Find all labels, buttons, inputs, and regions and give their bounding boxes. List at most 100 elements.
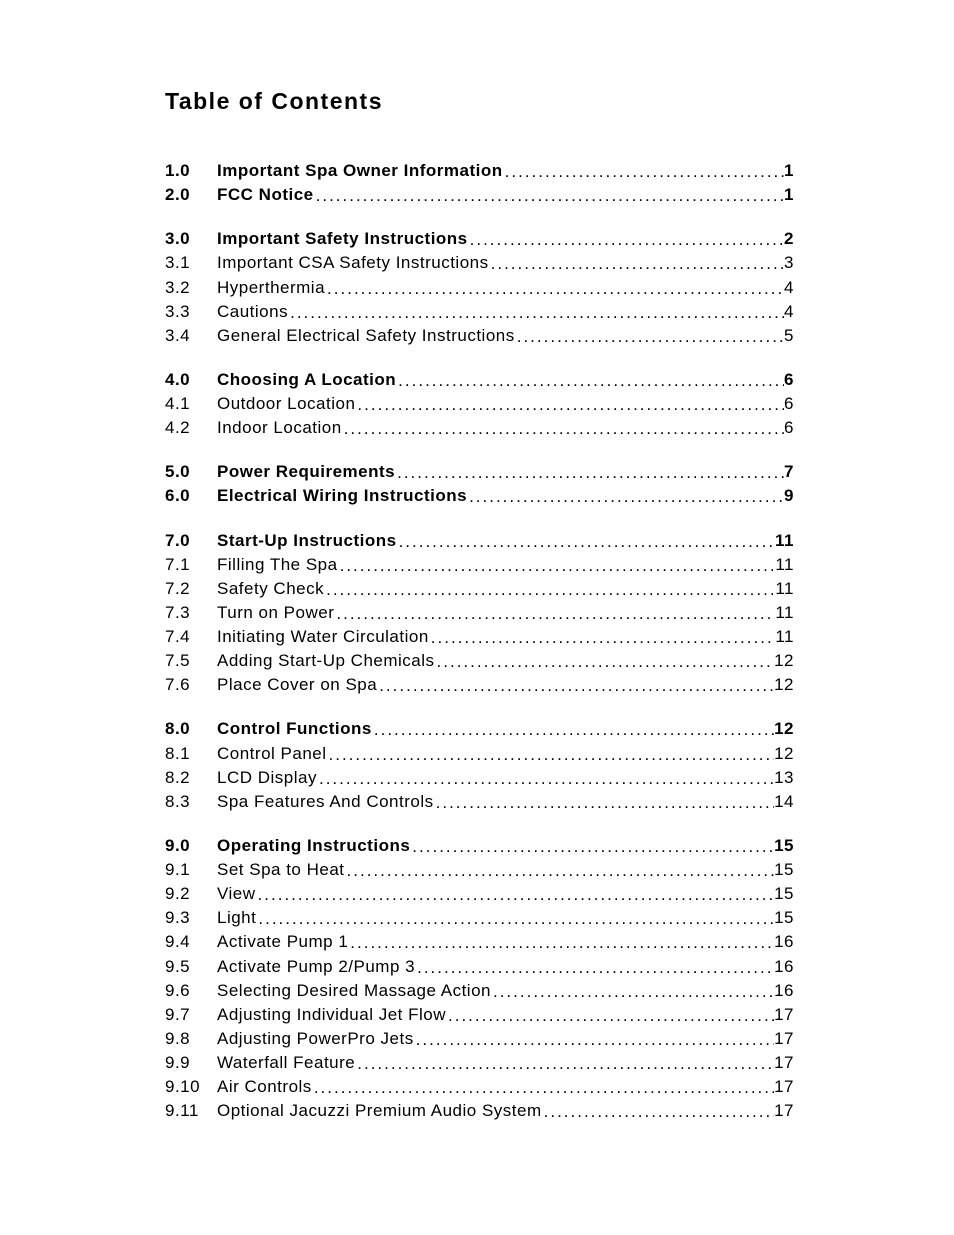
toc-row: 3.3Cautions4 <box>165 300 794 324</box>
toc-label: LCD Display <box>217 766 317 790</box>
toc-number: 9.5 <box>165 955 217 979</box>
toc-label: Electrical Wiring Instructions <box>217 484 467 508</box>
toc-leader <box>377 674 774 698</box>
toc-leader <box>542 1100 774 1124</box>
toc-row: 3.0Important Safety Instructions2 <box>165 227 794 251</box>
toc-number: 9.0 <box>165 834 217 858</box>
toc-number: 7.5 <box>165 649 217 673</box>
toc-row: 9.6Selecting Desired Massage Action16 <box>165 979 794 1003</box>
toc-label: Choosing A Location <box>217 368 396 392</box>
toc-number: 7.6 <box>165 673 217 697</box>
toc-number: 8.0 <box>165 717 217 741</box>
toc-page: 11 <box>775 553 794 577</box>
toc-label: Important Spa Owner Information <box>217 159 503 183</box>
toc-group: 8.0Control Functions128.1Control Panel12… <box>165 717 794 814</box>
toc-label: Filling The Spa <box>217 553 338 577</box>
toc-row: 9.11Optional Jacuzzi Premium Audio Syste… <box>165 1099 794 1123</box>
toc-row: 4.2Indoor Location6 <box>165 416 794 440</box>
toc-leader <box>468 228 784 252</box>
toc-number: 9.11 <box>165 1099 217 1123</box>
toc-number: 4.1 <box>165 392 217 416</box>
toc-number: 9.2 <box>165 882 217 906</box>
toc-leader <box>503 160 784 184</box>
toc-leader <box>489 252 784 276</box>
toc-page: 11 <box>775 625 794 649</box>
toc-page: 7 <box>784 460 794 484</box>
toc-page: 14 <box>774 790 794 814</box>
toc-leader <box>338 554 776 578</box>
toc-page: 17 <box>774 1027 794 1051</box>
toc-leader <box>410 835 774 859</box>
toc-label: Start-Up Instructions <box>217 529 397 553</box>
toc-page: 15 <box>774 858 794 882</box>
toc-label: Outdoor Location <box>217 392 355 416</box>
toc-row: 9.0Operating Instructions15 <box>165 834 794 858</box>
toc-page: 5 <box>784 324 794 348</box>
toc-page: 16 <box>774 955 794 979</box>
toc-number: 3.1 <box>165 251 217 275</box>
toc-page: 16 <box>774 930 794 954</box>
toc-page: 6 <box>784 416 794 440</box>
toc-label: Safety Check <box>217 577 324 601</box>
toc-number: 6.0 <box>165 484 217 508</box>
toc-page: 15 <box>774 906 794 930</box>
toc-row: 8.0Control Functions12 <box>165 717 794 741</box>
toc-label: Control Panel <box>217 742 327 766</box>
toc-row: 3.2Hyperthermia4 <box>165 276 794 300</box>
toc-number: 9.4 <box>165 930 217 954</box>
toc-page: 13 <box>774 766 794 790</box>
toc-leader <box>467 485 784 509</box>
toc-page: 15 <box>774 882 794 906</box>
toc-number: 9.3 <box>165 906 217 930</box>
toc-number: 2.0 <box>165 183 217 207</box>
toc-leader <box>345 859 775 883</box>
toc-row: 9.9Waterfall Feature17 <box>165 1051 794 1075</box>
toc-group: 4.0Choosing A Location64.1Outdoor Locati… <box>165 368 794 440</box>
toc-group: 1.0Important Spa Owner Information12.0FC… <box>165 159 794 207</box>
toc-leader <box>434 791 774 815</box>
toc-leader <box>355 393 784 417</box>
toc-group: 7.0Start-Up Instructions117.1Filling The… <box>165 529 794 698</box>
toc-row: 8.1Control Panel12 <box>165 742 794 766</box>
toc-leader <box>342 417 784 441</box>
toc-leader <box>429 626 776 650</box>
toc-page: 6 <box>784 392 794 416</box>
toc-label: Power Requirements <box>217 460 395 484</box>
toc-page: 1 <box>784 183 794 207</box>
toc-row: 9.3Light 15 <box>165 906 794 930</box>
toc-row: 7.0Start-Up Instructions11 <box>165 529 794 553</box>
toc-row: 9.7Adjusting Individual Jet Flow17 <box>165 1003 794 1027</box>
toc-page: 17 <box>774 1051 794 1075</box>
toc-number: 3.2 <box>165 276 217 300</box>
toc-number: 9.9 <box>165 1051 217 1075</box>
toc-leader <box>372 718 774 742</box>
toc-row: 1.0Important Spa Owner Information1 <box>165 159 794 183</box>
toc-number: 3.0 <box>165 227 217 251</box>
toc-page: 12 <box>774 649 794 673</box>
toc-title: Table of Contents <box>165 88 794 115</box>
toc-leader <box>256 883 775 907</box>
toc-page: 4 <box>784 300 794 324</box>
toc-page: 17 <box>774 1099 794 1123</box>
toc-number: 8.2 <box>165 766 217 790</box>
toc-row: 7.3Turn on Power11 <box>165 601 794 625</box>
toc-leader <box>312 1076 774 1100</box>
toc-leader <box>414 1028 774 1052</box>
toc-row: 9.2View15 <box>165 882 794 906</box>
toc-page: 1 <box>784 159 794 183</box>
toc-label: Adjusting PowerPro Jets <box>217 1027 414 1051</box>
toc-page: 9 <box>784 484 794 508</box>
toc-row: 8.2LCD Display 13 <box>165 766 794 790</box>
toc-label: Light <box>217 906 256 930</box>
toc-row: 7.6Place Cover on Spa12 <box>165 673 794 697</box>
toc-row: 7.1Filling The Spa11 <box>165 553 794 577</box>
toc-row: 5.0Power Requirements7 <box>165 460 794 484</box>
toc-page: 16 <box>774 979 794 1003</box>
toc-label: Cautions <box>217 300 288 324</box>
toc-label: Important CSA Safety Instructions <box>217 251 489 275</box>
toc-number: 9.1 <box>165 858 217 882</box>
toc-label: Activate Pump 1 <box>217 930 348 954</box>
toc-label: Initiating Water Circulation <box>217 625 429 649</box>
toc-number: 7.3 <box>165 601 217 625</box>
toc-label: Control Functions <box>217 717 372 741</box>
